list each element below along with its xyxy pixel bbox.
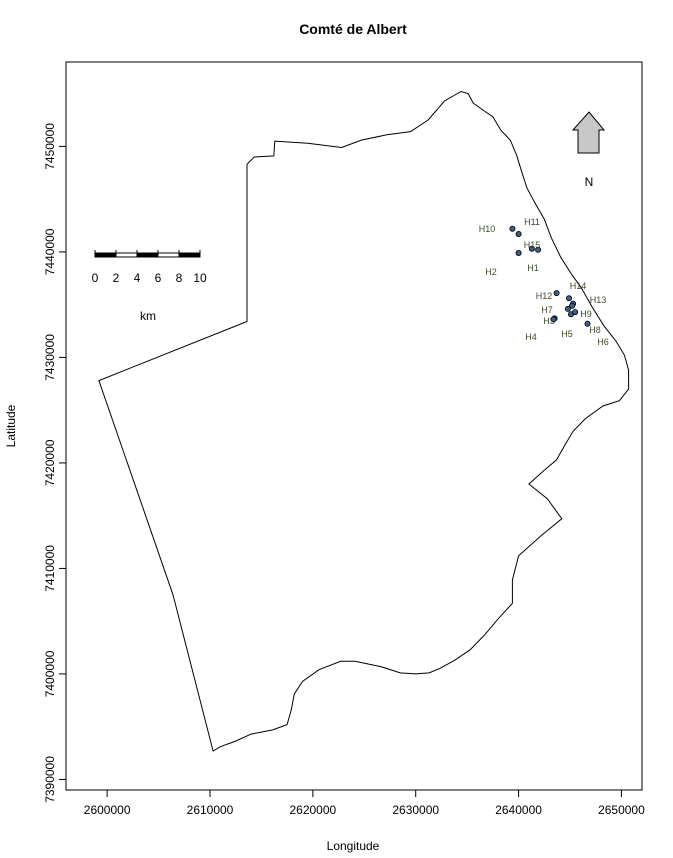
point-h6 (584, 320, 591, 327)
point-h13 (569, 302, 576, 309)
point-label-h6: H6 (597, 337, 609, 347)
point-h11 (515, 230, 522, 237)
point-label-h9: H9 (580, 309, 592, 319)
scale-bar-label: 4 (134, 271, 141, 285)
point-label-h15: H15 (524, 240, 541, 250)
point-label-h11: H11 (524, 217, 540, 227)
scale-bar-unit: km (140, 309, 156, 323)
scale-bar-label: 0 (92, 271, 99, 285)
y-tick-label: 7440000 (43, 228, 57, 275)
x-axis-title: Longitude (327, 839, 380, 853)
x-axis: 2600000 2610000 2620000 2630000 2640000 26500… (84, 790, 645, 817)
scale-bar-label: 8 (176, 271, 183, 285)
y-tick-label: 7450000 (43, 123, 57, 170)
chart-title: Comté de Albert (299, 21, 407, 37)
scale-bar-segment (179, 253, 200, 257)
scale-bar-label: 6 (155, 271, 162, 285)
point-label-h4: H4 (525, 332, 537, 342)
x-tick-label: 2640000 (495, 803, 542, 817)
point-h15 (528, 245, 535, 252)
county-boundary-layer (98, 90, 630, 752)
scale-bar-segment (95, 253, 116, 257)
point-label-h1: H1 (527, 263, 539, 273)
north-arrow-label: N (585, 175, 594, 189)
north-arrow: N (571, 111, 606, 189)
scale-bar-label: 10 (193, 271, 207, 285)
county-boundary-path (98, 90, 630, 752)
point-h7 (564, 305, 571, 312)
plot-frame (65, 61, 643, 791)
point-h8 (572, 309, 579, 316)
point-h1 (535, 246, 542, 253)
y-tick-label: 7390000 (43, 756, 57, 803)
point-label-h7: H7 (541, 305, 553, 315)
scale-bar: 0 2 4 6 8 10 km (92, 250, 207, 323)
x-tick-label: 2600000 (84, 803, 131, 817)
point-label-h8: H8 (589, 325, 601, 335)
scale-bar-label: 2 (113, 271, 120, 285)
point-label-h2: H2 (485, 267, 497, 277)
y-axis: 7390000 7400000 7410000 7420000 7430000 74400… (43, 123, 66, 803)
point-h4 (550, 316, 557, 323)
x-tick-label: 2620000 (289, 803, 336, 817)
point-label-h14: H14 (570, 281, 587, 291)
point-label-h5: H5 (561, 329, 573, 339)
scale-bar-segment (137, 253, 158, 257)
point-label-h3: H3 (543, 316, 555, 326)
point-h2 (515, 249, 522, 256)
point-h14 (566, 295, 573, 302)
point-h12 (553, 290, 560, 297)
x-tick-label: 2650000 (598, 803, 645, 817)
x-tick-label: 2610000 (187, 803, 234, 817)
y-tick-label: 7400000 (43, 650, 57, 697)
point-label-h10: H10 (479, 224, 496, 234)
point-label-h12: H12 (536, 291, 553, 301)
y-tick-label: 7430000 (43, 334, 57, 381)
point-label-h13: H13 (590, 295, 607, 305)
point-h10 (509, 225, 516, 232)
y-axis-title: Latitude (4, 404, 18, 447)
x-tick-label: 2630000 (392, 803, 439, 817)
y-tick-label: 7410000 (43, 545, 57, 592)
y-tick-label: 7420000 (43, 439, 57, 486)
north-arrow-icon (571, 111, 606, 154)
